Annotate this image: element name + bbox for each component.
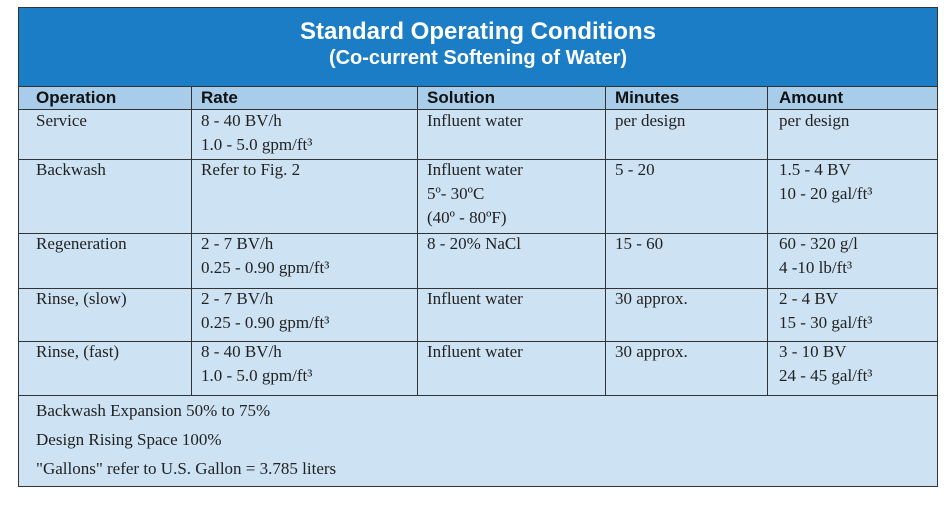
rule xyxy=(19,159,937,160)
rule xyxy=(19,341,937,342)
cell-text: Rinse, (fast) xyxy=(36,342,120,361)
subtitle: (Co-current Softening of Water) xyxy=(328,47,628,69)
column-rule xyxy=(767,87,768,395)
cell-text: Influent water xyxy=(427,342,523,361)
cell-text: 5 - 20 xyxy=(615,160,655,179)
cell-text: 0.25 - 0.90 gpm/ft³ xyxy=(201,258,330,277)
cell-text: 8 - 40 BV/h xyxy=(201,111,282,130)
note: Backwash Expansion 50% to 75% xyxy=(36,401,271,420)
note: "Gallons" refer to U.S. Gallon = 3.785 l… xyxy=(36,459,337,478)
cell-text: 2 - 4 BV xyxy=(779,289,839,308)
rule xyxy=(19,233,937,234)
cell-text: 0.25 - 0.90 gpm/ft³ xyxy=(201,313,330,332)
cell-text: Regeneration xyxy=(36,234,127,253)
cell-text: 24 - 45 gal/ft³ xyxy=(779,366,873,385)
cell-text: 2 - 7 BV/h xyxy=(201,234,274,253)
rule xyxy=(19,109,937,110)
column-header: Rate xyxy=(201,88,238,107)
column-rule xyxy=(605,87,606,395)
title: Standard Operating Conditions xyxy=(299,18,656,45)
rule xyxy=(19,395,937,396)
cell-text: 1.0 - 5.0 gpm/ft³ xyxy=(201,366,313,385)
cell-text: 15 - 30 gal/ft³ xyxy=(779,313,873,332)
cell-text: Influent water xyxy=(427,160,523,179)
table: Standard Operating Conditions (Co-curren… xyxy=(18,7,938,487)
cell-text: per design xyxy=(779,111,850,130)
cell-text: per design xyxy=(615,111,686,130)
cell-text: 15 - 60 xyxy=(615,234,664,253)
cell-text: 1.0 - 5.0 gpm/ft³ xyxy=(201,135,313,154)
cell-text: 8 - 40 BV/h xyxy=(201,342,282,361)
cell-text: 30 approx. xyxy=(615,289,688,308)
cell-text: Backwash xyxy=(36,160,106,179)
column-rule xyxy=(191,87,192,395)
cell-text: 3 - 10 BV xyxy=(779,342,847,361)
cell-text: Service xyxy=(36,111,87,130)
rule xyxy=(19,86,937,87)
cell-text: (40º - 80ºF) xyxy=(427,208,507,227)
cell-text: 30 approx. xyxy=(615,342,688,361)
column-header: Minutes xyxy=(615,88,680,107)
cell-text: Refer to Fig. 2 xyxy=(201,160,301,179)
column-rule xyxy=(417,87,418,395)
cell-text: 5º- 30ºC xyxy=(427,184,485,203)
column-header: Operation xyxy=(36,88,117,107)
table-header-banner: Standard Operating Conditions (Co-curren… xyxy=(19,8,937,87)
cell-text: 10 - 20 gal/ft³ xyxy=(779,184,873,203)
cell-text: 4 -10 lb/ft³ xyxy=(779,258,853,277)
column-header: Amount xyxy=(779,88,844,107)
cell-text: 8 - 20% NaCl xyxy=(427,234,521,253)
cell-text: 60 - 320 g/l xyxy=(779,234,858,253)
column-header-row xyxy=(19,87,937,110)
cell-text: Influent water xyxy=(427,289,523,308)
note: Design Rising Space 100% xyxy=(36,430,222,449)
cell-text: Rinse, (slow) xyxy=(36,289,127,308)
rule xyxy=(19,288,937,289)
cell-text: 2 - 7 BV/h xyxy=(201,289,274,308)
column-header: Solution xyxy=(427,88,495,107)
cell-text: 1.5 - 4 BV xyxy=(779,160,851,179)
cell-text: Influent water xyxy=(427,111,523,130)
